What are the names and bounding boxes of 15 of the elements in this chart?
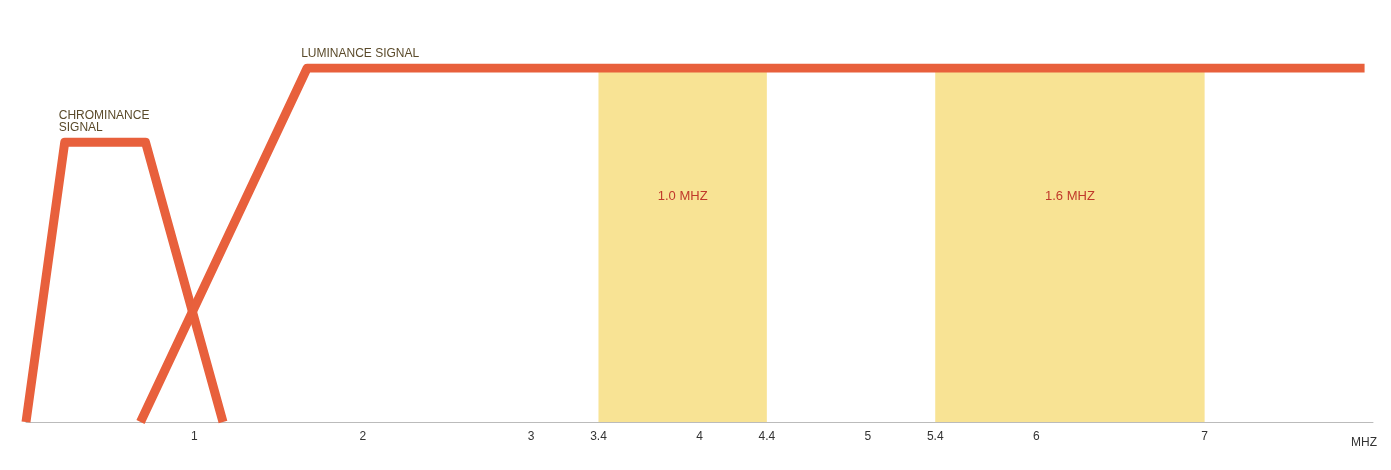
x-tick-label: 4 [696,429,704,443]
x-tick-label: 3 [527,429,535,443]
x-axis-title: MHZ [1351,435,1377,449]
x-tick-label: 4.4 [758,429,776,443]
x-tick-label: 7 [1201,429,1209,443]
x-tick-label: 2 [359,429,367,443]
band-label: 1.0 MHZ [657,187,708,203]
band-label: 1.6 MHZ [1045,187,1095,203]
x-tick-label: 1 [191,429,199,443]
series-label: CHROMINANCE SIGNAL [58,108,153,135]
x-tick-label: 5.4 [926,429,944,443]
series-label: LUMINANCE SIGNAL [301,46,420,60]
x-tick-label: 3.4 [590,429,608,443]
x-tick-label: 6 [1032,429,1040,443]
x-tick-label: 5 [864,429,872,443]
